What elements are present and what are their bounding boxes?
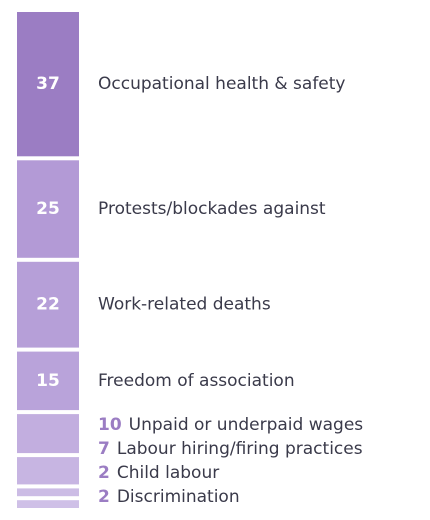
value-label: 15	[36, 371, 60, 391]
value-label: 2	[98, 487, 110, 507]
category-label: Freedom of association	[98, 371, 295, 391]
bar-segment	[17, 457, 79, 485]
value-label: 25	[36, 199, 60, 219]
bar-segment	[17, 500, 79, 508]
value-label: 2	[98, 463, 110, 483]
category-label: Protests/blockades against	[98, 199, 326, 219]
bar-segment	[17, 261, 79, 348]
bar-segment	[17, 414, 79, 454]
value-label: 10	[98, 415, 122, 435]
bar-segment	[17, 12, 79, 157]
bar-segment	[17, 351, 79, 411]
value-label: 22	[36, 295, 60, 315]
bar-segment	[17, 160, 79, 258]
category-label: Occupational health & safety	[98, 74, 346, 94]
bar-segment	[17, 488, 79, 497]
value-label: 37	[36, 74, 60, 94]
category-label: Unpaid or underpaid wages	[129, 415, 364, 435]
category-label: Labour hiring/firing practices	[117, 439, 363, 459]
value-label: 7	[98, 439, 110, 459]
category-label: Work-related deaths	[98, 295, 271, 315]
category-label: Child labour	[117, 463, 219, 483]
category-label: Discrimination	[117, 487, 240, 507]
